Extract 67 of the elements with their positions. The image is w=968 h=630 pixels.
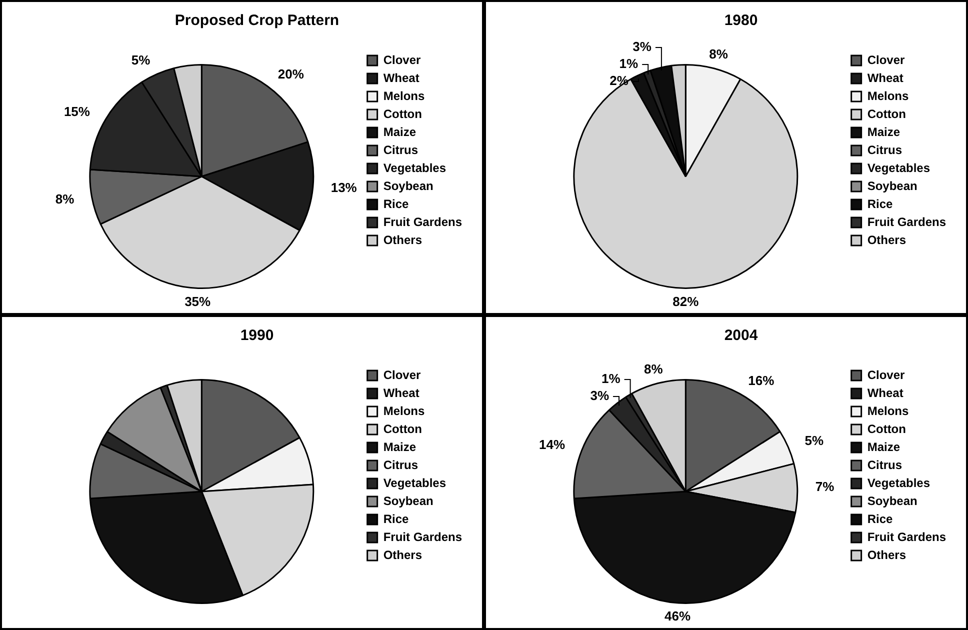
legend-label: Wheat	[383, 386, 420, 400]
data-label: 35%	[184, 294, 212, 309]
legend-label: Maize	[867, 440, 900, 454]
legend-label: Melons	[867, 88, 909, 103]
legend-label: Citrus	[867, 458, 902, 472]
chart-title: 1980	[724, 12, 758, 30]
data-label: 14%	[538, 436, 566, 452]
legend-label: Wheat	[867, 70, 904, 85]
data-label: 8%	[709, 46, 728, 62]
legend-label: Clover	[867, 52, 905, 67]
legend-label: Fruit Gardens	[867, 214, 946, 229]
legend-label: Others	[867, 548, 906, 562]
legend-label: Melons	[383, 404, 425, 418]
legend-label: Vegetables	[383, 476, 446, 490]
data-label: 5%	[131, 52, 151, 68]
legend-label: Clover	[867, 368, 905, 382]
data-label: 16%	[748, 372, 775, 388]
data-label: 2%	[610, 73, 629, 88]
data-label: 13%	[330, 180, 358, 195]
legend-label: Vegetables	[867, 476, 930, 490]
legend-label: Rice	[867, 512, 893, 526]
data-label: 8%	[644, 361, 664, 376]
legend-label: Soybean	[867, 178, 918, 193]
legend-label: Cotton	[867, 422, 906, 436]
legend-label: Fruit Gardens	[867, 530, 946, 544]
legend-label: Vegetables	[383, 160, 446, 175]
legend-label: Rice	[383, 196, 409, 211]
legend-label: Rice	[867, 196, 893, 211]
legend-label: Others	[383, 548, 422, 562]
data-label: 8%	[55, 192, 75, 207]
legend-label: Wheat	[383, 70, 420, 85]
legend-label: Vegetables	[867, 160, 930, 175]
legend-label: Cotton	[383, 106, 422, 121]
legend-label: Maize	[383, 440, 416, 454]
legend-label: Cotton	[383, 422, 422, 436]
legend-label: Melons	[383, 88, 425, 103]
legend-label: Wheat	[867, 386, 904, 400]
chart-title: 2004	[724, 327, 758, 344]
chart-title: 1990	[240, 327, 274, 344]
data-label: 5%	[804, 433, 824, 448]
data-label: 1%	[602, 371, 621, 386]
data-label: 82%	[672, 294, 700, 309]
data-label: 3%	[590, 388, 610, 404]
data-label: 1%	[619, 56, 639, 72]
legend-label: Fruit Gardens	[383, 530, 462, 544]
legend-label: Others	[867, 232, 906, 247]
data-label: 46%	[664, 608, 691, 624]
legend-label: Clover	[383, 368, 421, 382]
data-label: 20%	[278, 66, 304, 82]
legend-label: Fruit Gardens	[383, 214, 462, 229]
legend-label: Citrus	[383, 142, 418, 157]
legend-label: Maize	[383, 124, 416, 139]
legend-label: Citrus	[383, 458, 418, 472]
legend-label: Maize	[867, 124, 900, 139]
legend-label: Soybean	[383, 178, 434, 193]
data-label: 7%	[815, 479, 835, 494]
data-label: 3%	[632, 39, 652, 54]
legend-label: Citrus	[867, 142, 902, 157]
legend-label: Cotton	[867, 106, 906, 121]
chart-title: Proposed Crop Pattern	[174, 12, 340, 30]
legend-label: Rice	[383, 512, 409, 526]
legend-label: Soybean	[383, 494, 434, 508]
legend-label: Melons	[867, 404, 909, 418]
legend-label: Soybean	[867, 494, 918, 508]
data-label: 15%	[64, 104, 90, 120]
legend-label: Clover	[383, 52, 421, 67]
legend-label: Others	[383, 232, 422, 247]
